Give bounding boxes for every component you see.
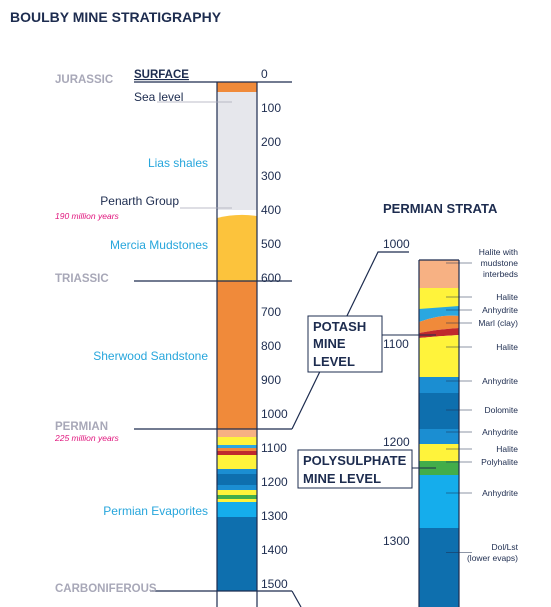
permian-strata-title: PERMIAN STRATA bbox=[383, 201, 498, 216]
layer-dolomite bbox=[217, 474, 257, 485]
layer-label: mudstone bbox=[481, 258, 519, 268]
left-strata-column bbox=[216, 82, 258, 607]
layer-anhydrite-lower bbox=[217, 502, 257, 517]
layer-label: interbeds bbox=[483, 269, 518, 279]
layer-lias-shales bbox=[217, 92, 257, 210]
depth-label-700: 700 bbox=[261, 305, 281, 319]
layer-halite-mudstone-top bbox=[217, 429, 257, 437]
potash-callout: POTASH MINE LEVEL bbox=[307, 315, 436, 373]
depth-label-1400: 1400 bbox=[261, 543, 288, 557]
layer-halite-thin bbox=[217, 499, 257, 502]
polysulphate-callout-line1: POLYSULPHATE bbox=[303, 453, 407, 468]
depth-label-400: 400 bbox=[261, 203, 281, 217]
layer-halite-upper bbox=[217, 437, 257, 445]
era-jurassic: JURASSIC bbox=[55, 74, 113, 86]
polysulphate-callout-box bbox=[297, 449, 413, 489]
depth-label-200: 200 bbox=[261, 135, 281, 149]
unit-lias-shales: Lias shales bbox=[148, 156, 208, 170]
depth-label-800: 800 bbox=[261, 339, 281, 353]
diagram-title: BOULBY MINE STRATIGRAPHY bbox=[10, 9, 222, 25]
layer-label: Anhydrite bbox=[482, 427, 518, 437]
r-layer-marl bbox=[419, 315, 459, 333]
layer-mercia-mudstones bbox=[217, 214, 257, 281]
layer-label: Dol/Lst bbox=[492, 542, 519, 552]
r-layer-anhydrite-middle bbox=[419, 429, 459, 444]
layer-anhydrite-upper bbox=[217, 469, 257, 474]
depth-label-1200: 1200 bbox=[261, 475, 288, 489]
depth-label-1100: 1100 bbox=[261, 441, 287, 455]
depth-label-900: 900 bbox=[261, 373, 281, 387]
r-layer-halite-lower bbox=[419, 444, 459, 461]
r-layer-halite-middle bbox=[419, 335, 459, 377]
layer-label: Halite with bbox=[479, 247, 518, 257]
layer-sherwood-sandstone bbox=[217, 281, 257, 429]
layer-polyhalite bbox=[217, 495, 257, 499]
unit-penarth-group: Penarth Group bbox=[100, 194, 179, 208]
depth-label-1500: 1500 bbox=[261, 577, 288, 591]
r-layer-dolomite bbox=[419, 393, 459, 429]
connector-lower bbox=[291, 590, 302, 607]
depth-label-0: 0 bbox=[261, 67, 268, 81]
r-depth-1100: 1100 bbox=[383, 337, 409, 351]
layer-label: Marl (clay) bbox=[478, 318, 518, 328]
layer-halite-lower bbox=[217, 490, 257, 495]
potash-callout-line2: MINE bbox=[313, 336, 346, 351]
r-layer-polyhalite bbox=[419, 461, 459, 475]
right-strata-column bbox=[418, 259, 460, 607]
potash-callout-line3: LEVEL bbox=[313, 354, 355, 369]
era-permian: PERMIAN bbox=[55, 421, 108, 433]
era-triassic: TRIASSIC bbox=[55, 273, 109, 285]
r-layer-halite-mudstone bbox=[419, 260, 459, 288]
era-carboniferous: CARBONIFEROUS bbox=[55, 583, 157, 595]
polysulphate-callout-line2: MINE LEVEL bbox=[303, 471, 381, 486]
layer-label: Halite bbox=[496, 292, 518, 302]
layer-anhydrite-middle bbox=[217, 485, 257, 490]
unit-mercia-mudstones: Mercia Mudstones bbox=[110, 238, 208, 252]
r-layer-anhydrite-lower bbox=[419, 475, 459, 528]
depth-label-500: 500 bbox=[261, 237, 281, 251]
unit-sherwood-sandstone: Sherwood Sandstone bbox=[93, 349, 208, 363]
age-triassic: 190 million years bbox=[55, 211, 120, 221]
depth-label-100: 100 bbox=[261, 101, 281, 115]
layer-potash-seam bbox=[217, 451, 257, 455]
unit-permian-evaporites: Permian Evaporites bbox=[103, 504, 208, 518]
depth-label-1000: 1000 bbox=[261, 407, 288, 421]
layer-label: Dolomite bbox=[484, 405, 518, 415]
r-depth-1300: 1300 bbox=[383, 534, 410, 548]
layer-label: Anhydrite bbox=[482, 488, 518, 498]
depth-label-300: 300 bbox=[261, 169, 281, 183]
layer-halite-middle bbox=[217, 455, 257, 469]
sea-level-label: Sea level bbox=[134, 90, 183, 104]
layer-label: Anhydrite bbox=[482, 305, 518, 315]
polysulphate-callout: POLYSULPHATE MINE LEVEL bbox=[297, 449, 436, 489]
layer-label: (lower evaps) bbox=[467, 553, 518, 563]
layer-anhydrite-thin bbox=[217, 445, 257, 448]
layer-label: Halite bbox=[496, 444, 518, 454]
potash-callout-line1: POTASH bbox=[313, 319, 366, 334]
r-layer-dol-lst bbox=[419, 528, 459, 607]
r-layer-anhydrite-upper bbox=[419, 377, 459, 393]
r-depth-1200: 1200 bbox=[383, 435, 410, 449]
layer-label: Anhydrite bbox=[482, 376, 518, 386]
layer-surface-soil bbox=[217, 82, 257, 92]
depth-label-1300: 1300 bbox=[261, 509, 288, 523]
r-layer-halite-upper bbox=[419, 288, 459, 309]
left-depth-scale: 0 100 200 300 400 500 600 700 800 900 1000 1100 1200… bbox=[261, 67, 288, 591]
surface-label: SURFACE bbox=[134, 69, 189, 81]
layer-marl bbox=[217, 448, 257, 451]
layer-label: Halite bbox=[496, 342, 518, 352]
layer-dolomite-limestone bbox=[217, 517, 257, 591]
age-permian: 225 million years bbox=[54, 433, 120, 443]
layer-carboniferous bbox=[217, 591, 257, 607]
r-depth-1000: 1000 bbox=[383, 237, 410, 251]
potash-callout-box bbox=[307, 315, 383, 373]
layer-label: Polyhalite bbox=[481, 457, 518, 467]
depth-label-600: 600 bbox=[261, 271, 281, 285]
